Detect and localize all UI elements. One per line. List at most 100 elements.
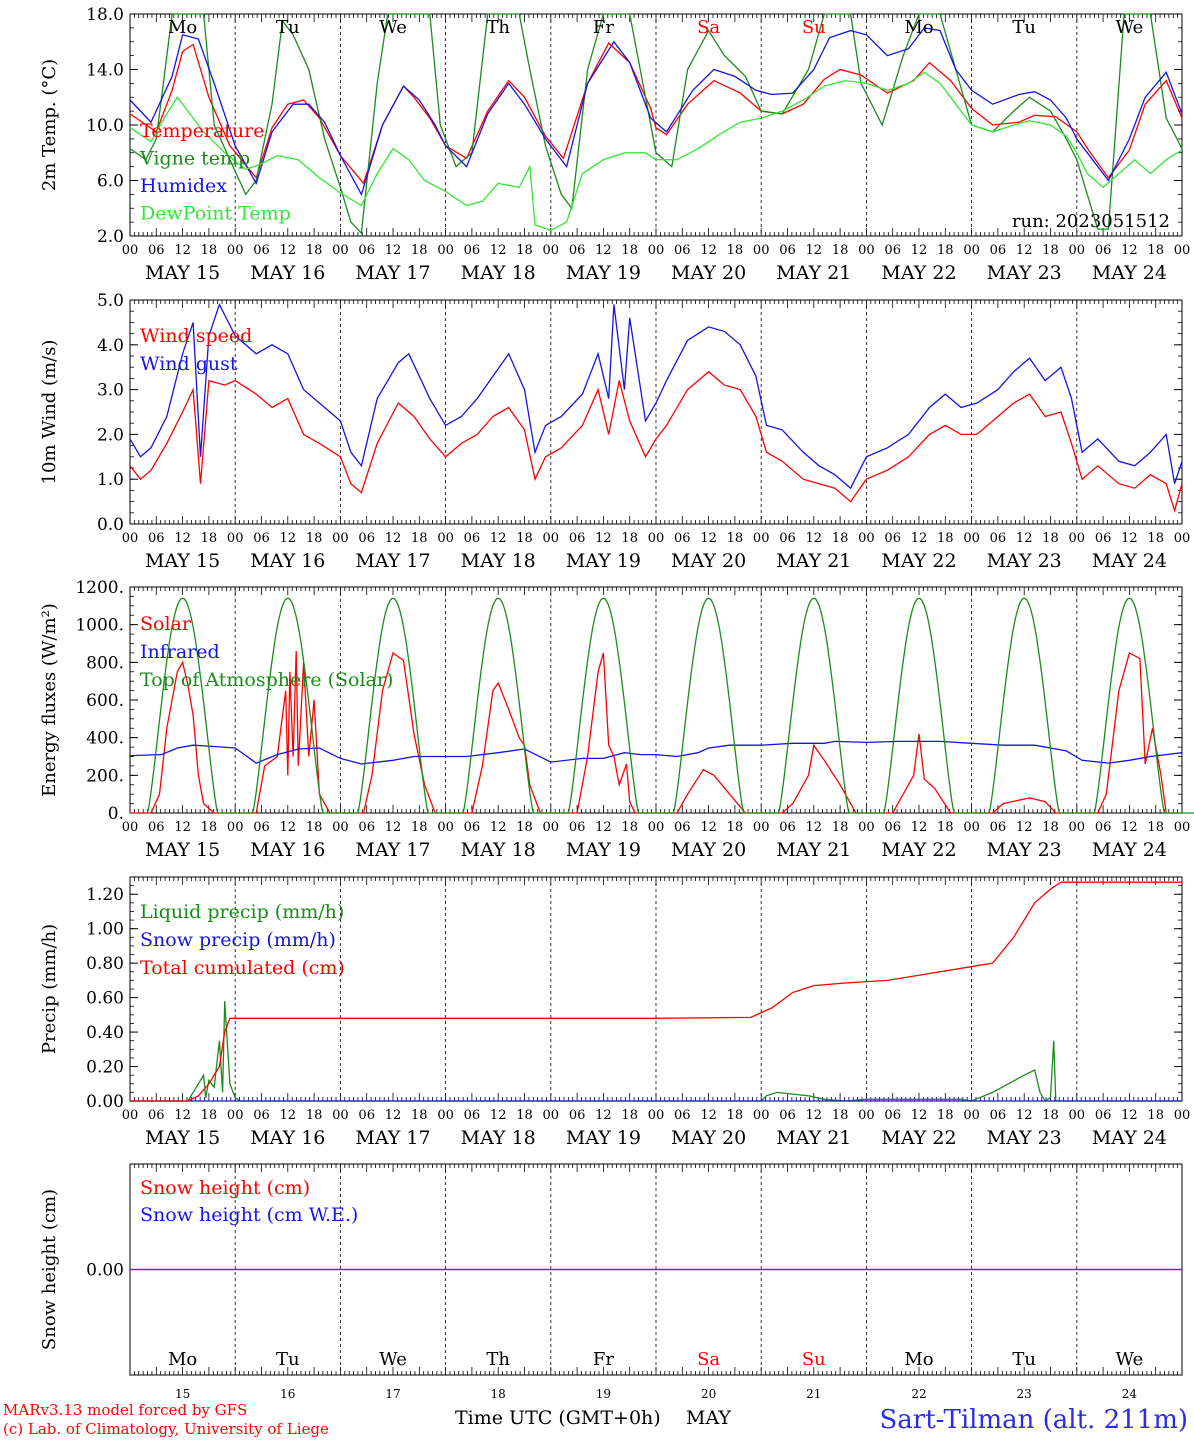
legend-entry: Top of Atmosphere (Solar) — [140, 669, 393, 691]
hour-label: 12 — [1121, 243, 1138, 258]
hour-label: 18 — [727, 243, 744, 258]
legend-entry: Wind gust — [140, 353, 238, 375]
hour-label: 12 — [806, 531, 823, 546]
hour-label: 00 — [963, 820, 980, 835]
hour-label: 06 — [1095, 820, 1112, 835]
hour-label: 06 — [990, 243, 1007, 258]
day-label: MAY 15 — [145, 839, 220, 861]
y-axis-label: Snow height (cm) — [39, 1189, 60, 1350]
hour-label: 06 — [148, 243, 165, 258]
y-tick-label: 4.0 — [97, 336, 124, 356]
hour-label: 12 — [806, 1108, 823, 1123]
y-tick-label: 0.60 — [86, 989, 124, 1009]
hour-label: 00 — [963, 1108, 980, 1123]
y-tick-label: 0.40 — [86, 1023, 124, 1043]
hour-label: 06 — [358, 243, 375, 258]
day-label: MAY 23 — [987, 550, 1062, 572]
hour-label: 18 — [201, 820, 218, 835]
day-label: MAY 23 — [987, 839, 1062, 861]
x-axis-label: Time UTC (GMT+0h) — [455, 1407, 661, 1429]
legend-entry: Liquid precip (mm/h) — [140, 901, 344, 923]
hour-label: 18 — [1042, 1108, 1059, 1123]
hour-label: 18 — [727, 1108, 744, 1123]
day-label: MAY 17 — [355, 839, 430, 861]
hour-label: 18 — [411, 243, 428, 258]
hour-label: 06 — [253, 1108, 270, 1123]
day-label: MAY 19 — [566, 839, 641, 861]
day-label: MAY 20 — [671, 262, 746, 284]
weekday-label: Th — [486, 1349, 510, 1370]
panel-temp: 2.0 6.0 10.0 14.0 18.0 2m Temp. (°C) 00 06 12 18 M… — [39, 5, 1190, 284]
hour-label: 00 — [437, 1108, 454, 1123]
y-tick-label: 6.0 — [97, 172, 124, 192]
hour-label: 00 — [1174, 1108, 1191, 1123]
day-label: MAY 17 — [355, 550, 430, 572]
hour-label: 00 — [1174, 243, 1191, 258]
weekday-label: We — [379, 1349, 407, 1370]
footer: MARv3.13 model forced by GFS(c) Lab. of … — [3, 1401, 1188, 1438]
hour-label: 18 — [411, 820, 428, 835]
hour-label: 00 — [753, 820, 770, 835]
hour-label: 18 — [1042, 820, 1059, 835]
hour-label: 06 — [990, 531, 1007, 546]
weekday-label: We — [1116, 17, 1144, 38]
hour-label: 18 — [1042, 531, 1059, 546]
y-tick-label: 1.20 — [86, 885, 124, 905]
weekday-label: Mo — [168, 1349, 197, 1370]
hour-label: 00 — [963, 531, 980, 546]
hour-label: 06 — [884, 1108, 901, 1123]
hour-label: 18 — [411, 1108, 428, 1123]
y-tick-label: 1000. — [75, 616, 124, 636]
hour-label: 06 — [253, 820, 270, 835]
panel-snow: 0.00 Snow height (cm) Snow height (cm) Snow… — [39, 1163, 1183, 1376]
hour-label: 00 — [648, 531, 665, 546]
hour-label: 18 — [201, 531, 218, 546]
hour-label: 00 — [122, 1108, 139, 1123]
day-label: MAY 21 — [776, 262, 851, 284]
day-label: MAY 23 — [987, 262, 1062, 284]
hour-label: 18 — [1147, 243, 1164, 258]
hour-label: 06 — [148, 820, 165, 835]
hour-label: 18 — [832, 243, 849, 258]
hour-label: 12 — [1016, 243, 1033, 258]
hour-label: 18 — [832, 1108, 849, 1123]
panel-energy: 0. 200. 400. 600. 800. 1000. 1200. Energy fluxe… — [39, 578, 1194, 861]
series-line-total-cumulated-cm- — [130, 881, 1182, 1102]
day-label: MAY 20 — [671, 1127, 746, 1149]
hour-label: 00 — [648, 243, 665, 258]
hour-label: 00 — [543, 1108, 560, 1123]
day-label: MAY 24 — [1092, 839, 1167, 861]
hour-label: 12 — [385, 820, 402, 835]
series-line-liquid-precip-mm-h- — [130, 1001, 1182, 1102]
hour-label: 06 — [674, 531, 691, 546]
hour-label: 12 — [595, 243, 612, 258]
series-line-humidex — [129, 27, 1183, 197]
series-line-wind-gust — [129, 302, 1183, 490]
hour-label: 12 — [911, 243, 928, 258]
y-tick-label: 3.0 — [97, 381, 124, 401]
y-tick-label: 0.20 — [86, 1058, 124, 1078]
day-label: MAY 15 — [145, 550, 220, 572]
day-label: MAY 23 — [987, 1127, 1062, 1149]
hour-label: 06 — [674, 243, 691, 258]
hour-label: 06 — [569, 243, 586, 258]
legend-entry: Total cumulated (cm) — [140, 957, 345, 979]
hour-label: 00 — [543, 243, 560, 258]
day-number: 19 — [596, 1387, 611, 1401]
hour-label: 06 — [1095, 531, 1112, 546]
day-number: 17 — [385, 1387, 400, 1401]
hour-label: 12 — [1016, 531, 1033, 546]
hour-label: 06 — [148, 531, 165, 546]
credit-line-2: (c) Lab. of Climatology, University of L… — [3, 1420, 329, 1438]
y-tick-label: 14.0 — [86, 61, 124, 81]
hour-label: 12 — [280, 1108, 297, 1123]
day-label: MAY 15 — [145, 1127, 220, 1149]
y-axis-label: Precip (mm/h) — [39, 924, 60, 1054]
day-label: MAY 22 — [881, 550, 956, 572]
hour-label: 06 — [464, 820, 481, 835]
hour-label: 06 — [990, 820, 1007, 835]
hour-label: 18 — [306, 820, 323, 835]
hour-label: 06 — [358, 820, 375, 835]
hour-label: 06 — [779, 1108, 796, 1123]
site-title: Sart-Tilman (alt. 211m) — [879, 1405, 1188, 1435]
